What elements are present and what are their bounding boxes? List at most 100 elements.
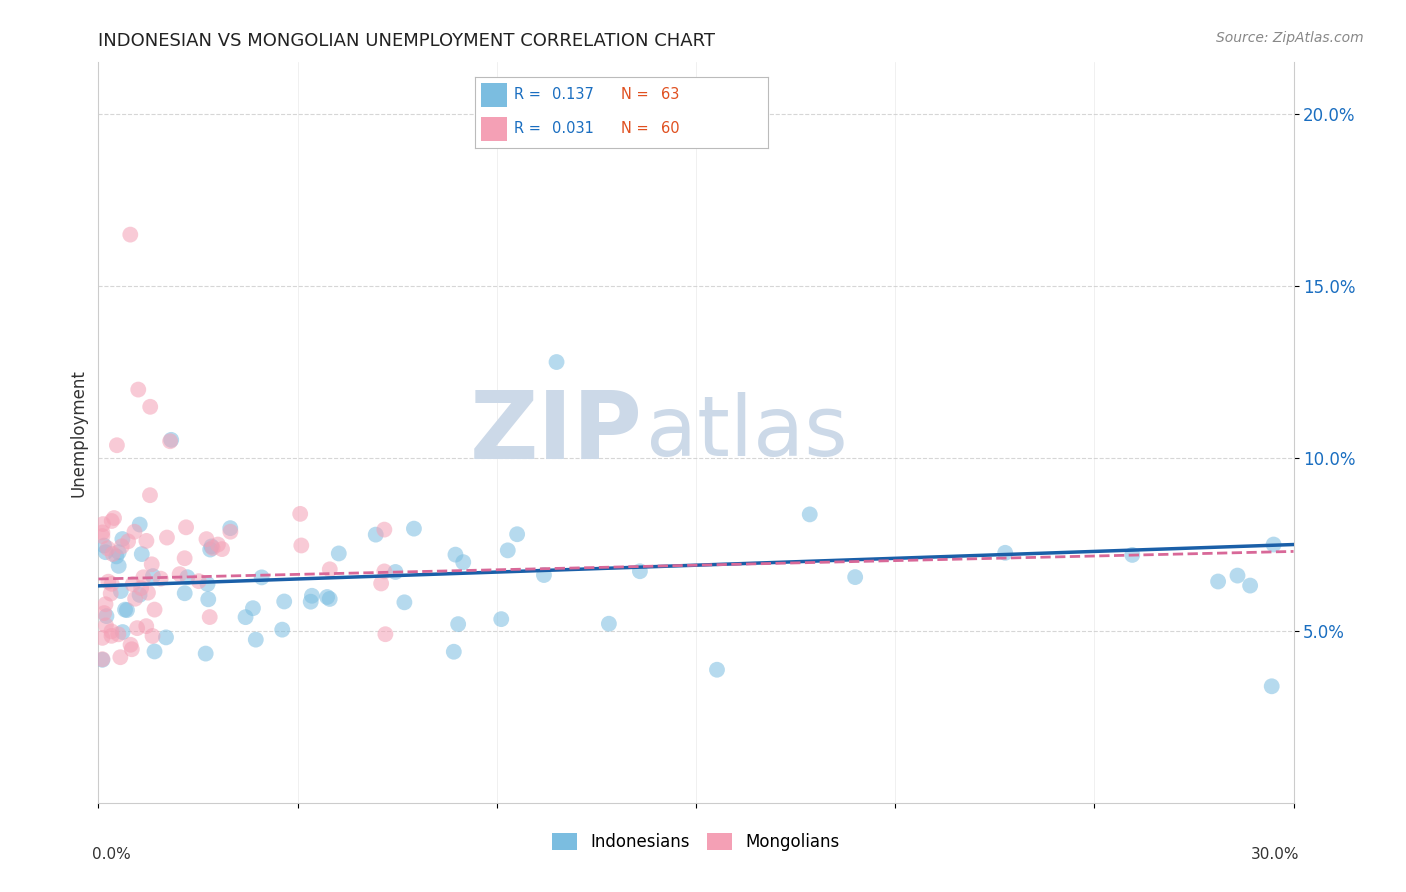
Point bbox=[1206, 574, 1229, 589]
Point bbox=[299, 595, 322, 609]
Point bbox=[103, 511, 125, 525]
Point bbox=[1260, 679, 1282, 693]
Point bbox=[135, 619, 157, 633]
Point bbox=[105, 438, 128, 452]
Point bbox=[451, 555, 474, 569]
Point bbox=[100, 624, 122, 639]
Point bbox=[194, 647, 217, 661]
Point bbox=[491, 612, 513, 626]
Point bbox=[149, 572, 172, 586]
Point bbox=[496, 543, 519, 558]
Point bbox=[114, 602, 136, 616]
Point bbox=[316, 590, 339, 604]
Point bbox=[373, 523, 395, 537]
Point bbox=[100, 514, 122, 528]
Point bbox=[706, 663, 728, 677]
Text: 30.0%: 30.0% bbox=[1251, 847, 1299, 863]
Point bbox=[117, 534, 139, 549]
Point bbox=[159, 434, 181, 449]
Point bbox=[207, 537, 229, 551]
Point bbox=[97, 541, 120, 556]
Point bbox=[328, 546, 350, 560]
Point bbox=[156, 531, 179, 545]
Point bbox=[91, 529, 114, 543]
Point bbox=[173, 551, 195, 566]
Text: atlas: atlas bbox=[645, 392, 848, 473]
Point bbox=[100, 629, 122, 643]
Point bbox=[628, 564, 651, 578]
Point bbox=[290, 507, 312, 521]
Point bbox=[141, 629, 163, 643]
Point bbox=[143, 602, 166, 616]
Point bbox=[200, 542, 222, 557]
Point bbox=[107, 558, 129, 573]
Point bbox=[1239, 578, 1261, 592]
Point bbox=[94, 545, 117, 559]
Point bbox=[136, 585, 159, 599]
Text: Source: ZipAtlas.com: Source: ZipAtlas.com bbox=[1216, 31, 1364, 45]
Point bbox=[110, 650, 132, 665]
Point bbox=[242, 601, 264, 615]
Point bbox=[124, 591, 146, 606]
Point bbox=[402, 522, 425, 536]
Point bbox=[174, 520, 197, 534]
Point bbox=[364, 527, 387, 541]
Point bbox=[132, 570, 155, 584]
Point bbox=[107, 627, 129, 641]
Point bbox=[128, 517, 150, 532]
Point bbox=[93, 606, 115, 620]
Point bbox=[120, 638, 142, 652]
Point bbox=[131, 547, 153, 561]
Point bbox=[301, 589, 323, 603]
Point bbox=[546, 355, 568, 369]
Point bbox=[143, 644, 166, 658]
Point bbox=[128, 588, 150, 602]
Point bbox=[127, 383, 149, 397]
Point bbox=[444, 548, 467, 562]
Point bbox=[271, 623, 294, 637]
Point bbox=[176, 570, 198, 584]
Point bbox=[111, 539, 134, 553]
Point bbox=[799, 508, 821, 522]
Text: 0.0%: 0.0% bbox=[93, 847, 131, 863]
Point bbox=[235, 610, 257, 624]
Point bbox=[443, 645, 465, 659]
Point bbox=[318, 591, 340, 606]
Point bbox=[394, 595, 416, 609]
Text: INDONESIAN VS MONGOLIAN UNEMPLOYMENT CORRELATION CHART: INDONESIAN VS MONGOLIAN UNEMPLOYMENT COR… bbox=[98, 32, 716, 50]
Point bbox=[169, 567, 191, 582]
Point bbox=[97, 574, 120, 589]
Point bbox=[127, 621, 149, 635]
Point bbox=[211, 542, 233, 557]
Point bbox=[111, 625, 134, 640]
Point bbox=[200, 540, 222, 554]
Point bbox=[129, 581, 152, 595]
Point bbox=[173, 586, 195, 600]
Point bbox=[110, 584, 132, 599]
Point bbox=[91, 653, 114, 667]
Point bbox=[384, 565, 406, 579]
Point bbox=[373, 565, 395, 579]
Point bbox=[115, 603, 138, 617]
Point bbox=[160, 433, 183, 447]
Point bbox=[197, 592, 219, 607]
Point bbox=[250, 570, 273, 584]
Point bbox=[155, 631, 177, 645]
Point bbox=[101, 547, 124, 561]
Point bbox=[290, 539, 312, 553]
Point bbox=[197, 577, 219, 591]
Point bbox=[105, 549, 128, 564]
Point bbox=[1226, 568, 1249, 582]
Point bbox=[121, 577, 143, 591]
Point bbox=[1121, 548, 1143, 562]
Point bbox=[91, 525, 114, 540]
Point bbox=[93, 539, 115, 553]
Point bbox=[195, 532, 218, 546]
Legend: Indonesians, Mongolians: Indonesians, Mongolians bbox=[546, 826, 846, 857]
Point bbox=[374, 627, 396, 641]
Point bbox=[273, 594, 295, 608]
Point bbox=[124, 524, 146, 539]
Point bbox=[844, 570, 866, 584]
Point bbox=[319, 562, 342, 576]
Point bbox=[107, 545, 129, 559]
